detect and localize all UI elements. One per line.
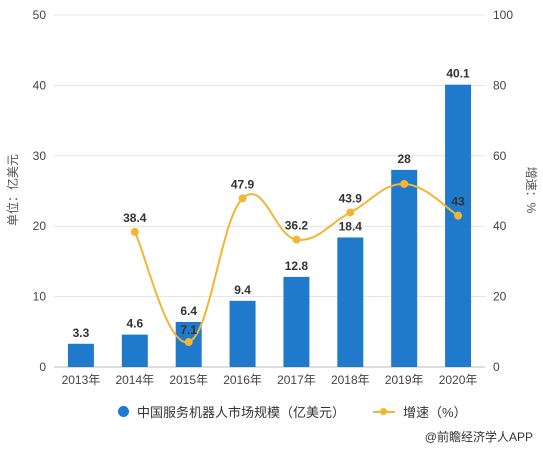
x-tick-label: 2014年 bbox=[115, 373, 154, 387]
y2-tick-label: 100 bbox=[493, 8, 513, 22]
bar-value-label: 12.8 bbox=[285, 259, 309, 273]
y-tick-label: 0 bbox=[39, 360, 46, 374]
y-tick-label: 10 bbox=[33, 290, 47, 304]
legend-label-line: 增速（%） bbox=[403, 405, 467, 420]
x-tick-label: 2019年 bbox=[385, 373, 424, 387]
line-point bbox=[454, 211, 463, 220]
y2-tick-label: 80 bbox=[493, 78, 507, 92]
x-tick-label: 2020年 bbox=[439, 373, 478, 387]
y2-tick-label: 0 bbox=[493, 360, 500, 374]
line-value-label: 43.9 bbox=[339, 191, 363, 205]
bar-value-label: 18.4 bbox=[339, 219, 363, 233]
left-axis-ticks: 0 10 20 30 40 50 bbox=[33, 8, 47, 374]
x-tick-label: 2018年 bbox=[331, 373, 370, 387]
y-tick-label: 30 bbox=[33, 149, 47, 163]
y-tick-label: 40 bbox=[33, 78, 47, 92]
legend-label-bar: 中国服务机器人市场规模（亿美元） bbox=[137, 405, 346, 420]
line-value-label: 38.4 bbox=[123, 211, 147, 225]
bar-value-label: 28 bbox=[398, 152, 412, 166]
y2-tick-label: 60 bbox=[493, 149, 507, 163]
bar bbox=[283, 276, 310, 367]
x-tick-label: 2016年 bbox=[223, 373, 262, 387]
line-series: 38.4 7.1 47.9 36.2 43.9 43 bbox=[123, 177, 465, 347]
line-point bbox=[292, 235, 301, 244]
growth-line bbox=[133, 182, 459, 344]
bar bbox=[229, 300, 256, 367]
gridlines bbox=[54, 14, 485, 368]
line-point bbox=[238, 194, 247, 203]
left-axis-title: 单位：亿美元 bbox=[5, 154, 20, 226]
line-point bbox=[130, 227, 139, 236]
bar-value-label: 9.4 bbox=[234, 283, 251, 297]
line-value-label: 36.2 bbox=[285, 219, 309, 233]
bar bbox=[121, 334, 148, 367]
legend-item-line: 增速（%） bbox=[373, 402, 467, 421]
y-tick-label: 20 bbox=[33, 219, 47, 233]
legend-swatch-line bbox=[373, 406, 396, 417]
line-value-label: 43 bbox=[451, 195, 465, 209]
bar bbox=[337, 237, 364, 367]
legend-swatch-bar bbox=[118, 406, 129, 417]
legend-item-bar: 中国服务机器人市场规模（亿美元） bbox=[118, 402, 345, 421]
line-point bbox=[184, 338, 193, 347]
line-value-label: 47.9 bbox=[231, 177, 255, 191]
bar-series: 3.3 4.6 6.4 9.4 12.8 18.4 28 40.1 bbox=[67, 67, 472, 368]
legend: 中国服务机器人市场规模（亿美元） 增速（%） bbox=[118, 402, 495, 421]
bar bbox=[391, 169, 418, 367]
x-tick-label: 2015年 bbox=[169, 373, 208, 387]
line-point bbox=[400, 179, 409, 188]
y2-tick-label: 20 bbox=[493, 290, 507, 304]
x-axis-ticks: 2013年 2014年 2015年 2016年 2017年 2018年 2019年 2020年 bbox=[62, 373, 478, 387]
bar-value-label: 40.1 bbox=[446, 67, 470, 81]
x-tick-label: 2013年 bbox=[62, 373, 101, 387]
y-tick-label: 50 bbox=[33, 8, 47, 22]
right-axis-title: 增速：% bbox=[524, 167, 538, 214]
bar-value-label: 3.3 bbox=[73, 326, 90, 340]
line-value-label: 7.1 bbox=[180, 323, 197, 337]
line-point bbox=[346, 208, 355, 217]
bar-value-label: 4.6 bbox=[126, 317, 143, 331]
right-axis-ticks: 0 20 40 60 80 100 bbox=[493, 8, 513, 374]
source-label: @前瞻经济学人APP bbox=[424, 430, 533, 444]
bar-value-label: 6.4 bbox=[180, 304, 197, 318]
y2-tick-label: 40 bbox=[493, 219, 507, 233]
bar bbox=[67, 343, 94, 367]
x-tick-label: 2017年 bbox=[277, 373, 316, 387]
bar bbox=[445, 84, 472, 368]
